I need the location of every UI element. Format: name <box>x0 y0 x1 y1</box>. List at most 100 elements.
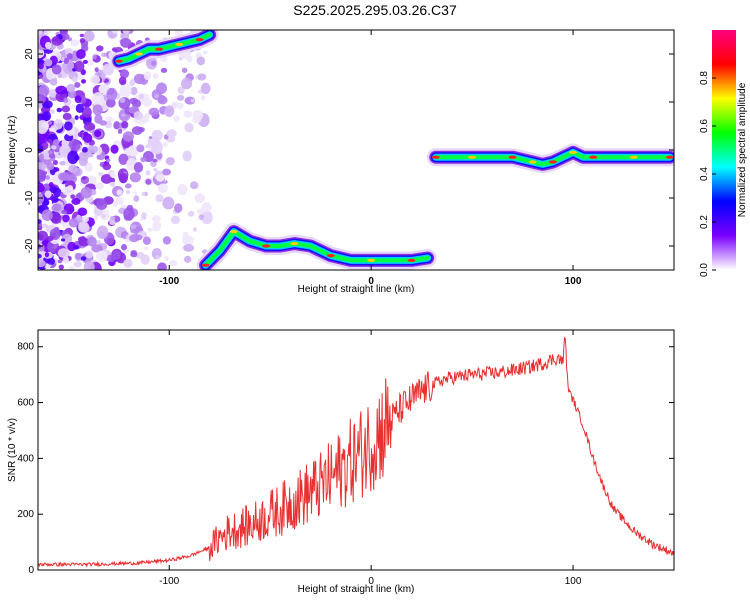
noise-blob <box>197 73 207 81</box>
noise-blob <box>38 230 48 241</box>
noise-blob <box>87 236 97 247</box>
colorbar-tick-label: 0.0 <box>699 263 710 277</box>
noise-blob <box>81 146 88 153</box>
noise-blob <box>162 141 168 148</box>
noise-blob <box>83 30 95 42</box>
colorbar-tick-label: 0.8 <box>699 71 710 85</box>
noise-blob <box>53 118 63 130</box>
noise-blob <box>47 120 53 125</box>
noise-blob <box>77 221 90 233</box>
noise-blob <box>85 250 94 259</box>
noise-blob <box>64 121 73 131</box>
noise-blob <box>77 207 88 216</box>
noise-blob <box>105 116 114 123</box>
noise-blob <box>51 145 57 150</box>
noise-blob <box>96 45 104 52</box>
noise-blob <box>62 256 70 264</box>
noise-blob <box>41 209 53 221</box>
noise-blob <box>38 84 50 97</box>
noise-blob <box>202 50 208 55</box>
noise-blob <box>80 256 87 261</box>
noise-blob <box>186 55 193 63</box>
noise-blob <box>89 74 101 85</box>
noise-blob <box>74 82 81 88</box>
noise-blob <box>194 193 205 204</box>
noise-blob <box>129 234 140 243</box>
noise-blob <box>183 110 193 118</box>
noise-blob <box>129 172 141 183</box>
noise-blob <box>141 97 153 107</box>
noise-blob <box>153 167 158 172</box>
noise-blob <box>78 156 88 167</box>
noise-blob <box>82 216 89 223</box>
noise-blob <box>169 260 178 267</box>
noise-blob <box>59 160 66 166</box>
noise-blob <box>187 210 195 217</box>
noise-blob <box>44 252 50 258</box>
noise-blob <box>38 30 43 35</box>
noise-blob <box>144 112 150 119</box>
noise-blob <box>42 111 52 122</box>
spectrogram-x-label: Height of straight line (km) <box>298 284 415 295</box>
colorbar-tick-label: 0.4 <box>699 167 710 181</box>
noise-blob <box>57 172 70 181</box>
track-peak <box>262 244 271 248</box>
track-line <box>203 229 430 268</box>
x-tick-label: 0 <box>368 576 374 587</box>
snr-frame <box>37 329 675 571</box>
noise-blob <box>57 248 70 259</box>
noise-blob <box>145 170 151 176</box>
track-peak <box>155 47 164 51</box>
noise-blob <box>147 227 153 232</box>
noise-blob <box>46 162 55 171</box>
y-tick-label: -10 <box>24 190 35 205</box>
noise-blob <box>101 52 107 58</box>
noise-blob <box>75 103 84 113</box>
noise-blob <box>164 105 175 118</box>
noise-blob <box>165 156 175 166</box>
noise-blob <box>117 128 123 134</box>
colorbar-tick-label: 0.6 <box>699 119 710 133</box>
noise-blob <box>156 82 167 94</box>
noise-blob <box>86 59 94 67</box>
y-tick-label: 200 <box>17 509 34 520</box>
noise-blob <box>68 265 76 270</box>
x-tick-label: -100 <box>159 576 179 587</box>
y-tick-label: 10 <box>24 96 35 108</box>
noise-blob <box>67 37 73 42</box>
noise-blob <box>57 73 63 79</box>
noise-blob <box>47 258 56 265</box>
noise-blob <box>133 191 138 195</box>
noise-blob <box>61 233 73 244</box>
noise-blob <box>94 129 102 138</box>
noise-blob <box>182 150 192 162</box>
noise-blob <box>116 189 123 196</box>
noise-blob <box>63 57 69 65</box>
noise-blob <box>73 60 85 72</box>
noise-blob <box>160 67 168 73</box>
noise-blob <box>143 71 152 81</box>
noise-blob <box>81 176 87 180</box>
noise-blob <box>68 138 81 152</box>
noise-blob <box>124 183 132 189</box>
noise-blob <box>157 262 167 270</box>
noise-blob <box>130 224 137 230</box>
track-peak <box>629 155 638 159</box>
chart-title: S225.2025.295.03.26.C37 <box>293 2 457 18</box>
track-peak <box>528 160 537 164</box>
track-peak <box>468 155 477 159</box>
noise-blob <box>181 77 193 90</box>
noise-blob <box>157 95 168 105</box>
colorbar-label: Normalized spectral amplitude <box>737 82 748 217</box>
noise-blob <box>38 94 46 104</box>
noise-blob <box>67 150 79 165</box>
track-peak <box>367 258 376 262</box>
noise-blob <box>176 94 185 101</box>
colorbar-tick-label: 0.2 <box>699 215 710 229</box>
noise-blob <box>52 159 58 166</box>
track-line <box>116 32 212 64</box>
noise-blob <box>177 86 185 95</box>
noise-blob <box>95 182 104 190</box>
noise-blob <box>192 227 198 232</box>
noise-blob <box>39 153 45 159</box>
